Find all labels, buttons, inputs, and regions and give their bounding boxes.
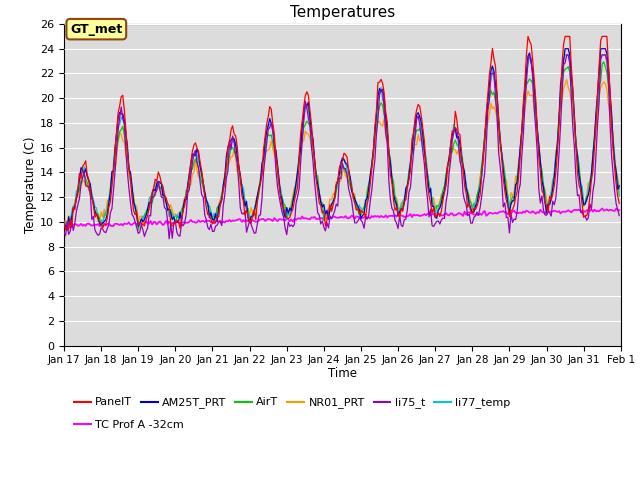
X-axis label: Time: Time [328,367,357,380]
Y-axis label: Temperature (C): Temperature (C) [24,136,37,233]
Title: Temperatures: Temperatures [290,5,395,20]
Text: GT_met: GT_met [70,23,122,36]
Legend: TC Prof A -32cm: TC Prof A -32cm [70,416,188,434]
